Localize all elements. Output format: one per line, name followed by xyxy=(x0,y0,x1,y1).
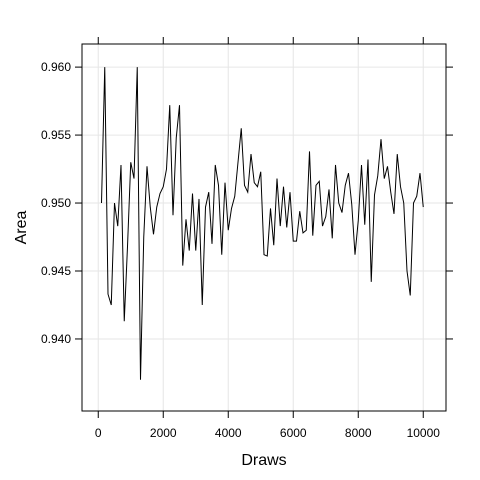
plot-frame xyxy=(81,43,447,412)
x-tick-label: 0 xyxy=(95,426,102,440)
x-tick-label: 8000 xyxy=(345,426,372,440)
x-tick-label: 4000 xyxy=(215,426,242,440)
axis-ticks xyxy=(75,37,453,418)
x-tick-label: 2000 xyxy=(150,426,177,440)
x-tick-label: 10000 xyxy=(407,426,441,440)
y-tick-label: 0.955 xyxy=(41,128,71,142)
series-line xyxy=(101,67,424,380)
y-tick-label: 0.945 xyxy=(41,264,71,278)
x-axis-title: Draws xyxy=(241,452,286,469)
y-tick-label: 0.960 xyxy=(41,60,71,74)
y-tick-label: 0.950 xyxy=(41,196,71,210)
y-axis-title: Area xyxy=(13,211,30,245)
x-tick-label: 6000 xyxy=(280,426,307,440)
y-tick-label: 0.940 xyxy=(41,332,71,346)
grid xyxy=(82,44,446,411)
axis-tick-labels: 0 2000 4000 6000 8000 10000 0.940 0.945 0.950 0.9… xyxy=(41,60,440,440)
